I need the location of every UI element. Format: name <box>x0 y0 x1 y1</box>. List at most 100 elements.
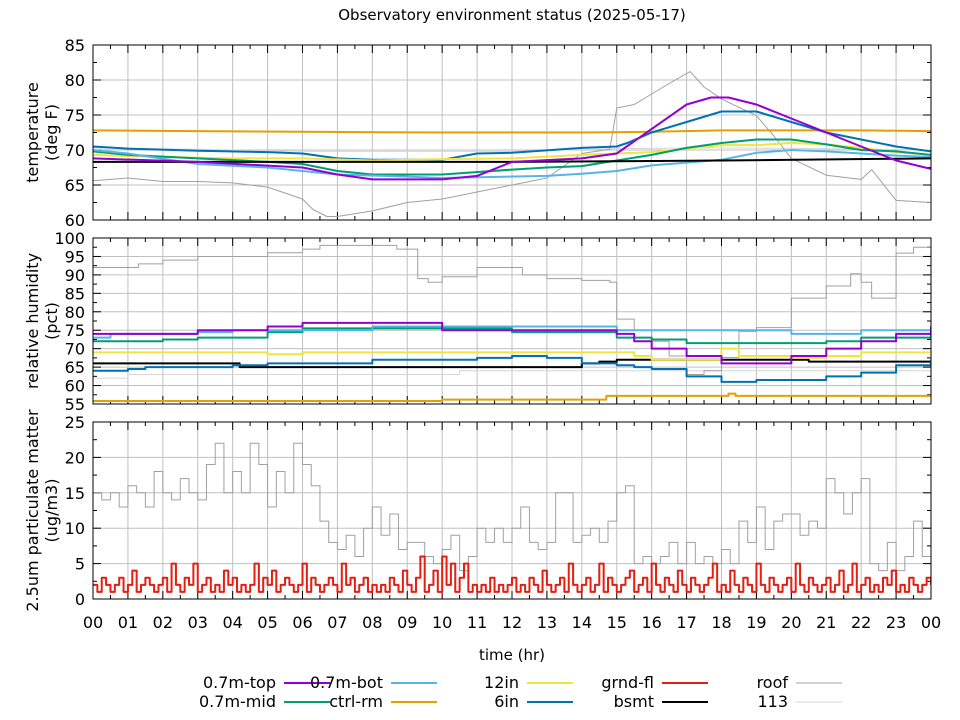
x-tick-label: 19 <box>746 613 766 632</box>
panel-1: 60 65 70 75 80 85 temperature (deg F) <box>23 36 932 230</box>
legend-label: ctrl-rm <box>329 692 383 711</box>
y-tick-label: 20 <box>65 448 85 467</box>
series-line-07m-top <box>93 96 931 181</box>
x-tick-label: 12 <box>502 613 522 632</box>
series-line-6in <box>93 110 931 161</box>
legend-item: 0.7m-top <box>203 673 330 692</box>
x-tick-label: 07 <box>327 613 347 632</box>
x-tick-label: 01 <box>118 613 138 632</box>
series-line-grnd-fl <box>93 555 931 593</box>
y-tick-label: 100 <box>54 229 85 248</box>
x-tick-label: 05 <box>257 613 277 632</box>
y-axis-label: (ug/m3) <box>42 479 61 543</box>
series-line-roof <box>93 442 931 572</box>
y-tick-label: 0 <box>75 590 85 609</box>
x-tick-label: 04 <box>222 613 242 632</box>
y-tick-label: 80 <box>65 71 85 90</box>
panel-3: 0 5 10 15 20 25 2.5um particulate matter (ug/m3… <box>23 409 932 612</box>
legend-label: 0.7m-mid <box>199 692 276 711</box>
plot-frame <box>92 237 932 405</box>
series-line-roof <box>93 244 931 375</box>
y-tick-label: 90 <box>65 266 85 285</box>
legend-item: 0.7m-bot <box>310 673 437 692</box>
y-axis-label: (pct) <box>42 302 61 340</box>
series-line-113 <box>93 147 931 152</box>
y-axis-label: (deg F) <box>42 104 61 161</box>
y-tick-label: 65 <box>65 176 85 195</box>
plot-frame <box>92 421 932 600</box>
series-group <box>93 71 931 217</box>
x-tick-label: 06 <box>292 613 312 632</box>
y-axis-label: temperature <box>23 82 42 183</box>
series-line-6in <box>93 355 931 383</box>
legend-label: 0.7m-top <box>203 673 276 692</box>
y-axis-label: relative humidity <box>23 253 42 389</box>
legend-item: grnd-fl <box>601 673 708 692</box>
y-tick-label: 65 <box>65 358 85 377</box>
series-line-ctrl-rm <box>93 129 931 134</box>
y-tick-label: 5 <box>75 555 85 574</box>
x-tick-label: 16 <box>641 613 661 632</box>
legend-item: 12in <box>484 673 573 692</box>
legend-item: 113 <box>757 692 842 711</box>
legend-label: 12in <box>484 673 519 692</box>
x-tick-label: 11 <box>467 613 487 632</box>
series-group <box>93 244 931 403</box>
legend-item: roof <box>757 673 842 692</box>
legend-label: 0.7m-bot <box>310 673 383 692</box>
y-tick-label: 85 <box>65 36 85 55</box>
y-tick-label: 95 <box>65 247 85 266</box>
series-line-ctrl-rm <box>93 392 931 403</box>
x-tick-label: 09 <box>397 613 417 632</box>
legend-item: ctrl-rm <box>329 692 437 711</box>
x-tick-label: 13 <box>537 613 557 632</box>
legend-label: grnd-fl <box>601 673 654 692</box>
plot-frame <box>92 44 932 221</box>
series-group <box>93 442 931 593</box>
x-tick-label: 22 <box>851 613 871 632</box>
x-tick-label: 15 <box>607 613 627 632</box>
y-tick-label: 60 <box>65 377 85 396</box>
x-tick-label: 10 <box>432 613 452 632</box>
x-tick-label: 20 <box>781 613 801 632</box>
y-tick-label: 70 <box>65 340 85 359</box>
legend-label: 113 <box>757 692 788 711</box>
x-tick-label: 02 <box>153 613 173 632</box>
y-tick-label: 15 <box>65 484 85 503</box>
y-tick-label: 85 <box>65 284 85 303</box>
y-tick-label: 55 <box>65 395 85 414</box>
legend-item: 0.7m-mid <box>199 692 330 711</box>
x-tick-label: 00 <box>83 613 103 632</box>
x-tick-label: 08 <box>362 613 382 632</box>
x-tick-label: 23 <box>886 613 906 632</box>
series-line-07m-top <box>93 321 931 365</box>
x-tick-label: 18 <box>711 613 731 632</box>
x-tick-label: 21 <box>816 613 836 632</box>
x-tick-label: 03 <box>188 613 208 632</box>
y-tick-label: 60 <box>65 211 85 230</box>
y-tick-label: 70 <box>65 141 85 160</box>
y-tick-label: 75 <box>65 106 85 125</box>
series-line-12in <box>93 347 931 361</box>
y-axis-label: 2.5um particulate matter <box>23 409 42 612</box>
x-tick-label: 00 <box>921 613 941 632</box>
x-tick-label: 17 <box>676 613 696 632</box>
legend-label: roof <box>757 673 789 692</box>
chart-title: Observatory environment status (2025-05-… <box>338 6 686 24</box>
x-tick-label: 14 <box>572 613 592 632</box>
legend-item: bsmt <box>614 692 708 711</box>
series-line-07m-bot <box>93 149 931 179</box>
legend-label: 6in <box>494 692 519 711</box>
series-line-113 <box>93 370 931 379</box>
y-tick-label: 80 <box>65 303 85 322</box>
x-tick-labels: 00 01 02 03 04 05 06 07 08 09 10 11 12 13 14 15 16 17 18 19… <box>83 613 941 632</box>
y-tick-label: 75 <box>65 321 85 340</box>
x-axis-label: time (hr) <box>479 646 545 664</box>
legend-item: 6in <box>494 692 573 711</box>
legend-label: bsmt <box>614 692 654 711</box>
y-tick-label: 25 <box>65 413 85 432</box>
